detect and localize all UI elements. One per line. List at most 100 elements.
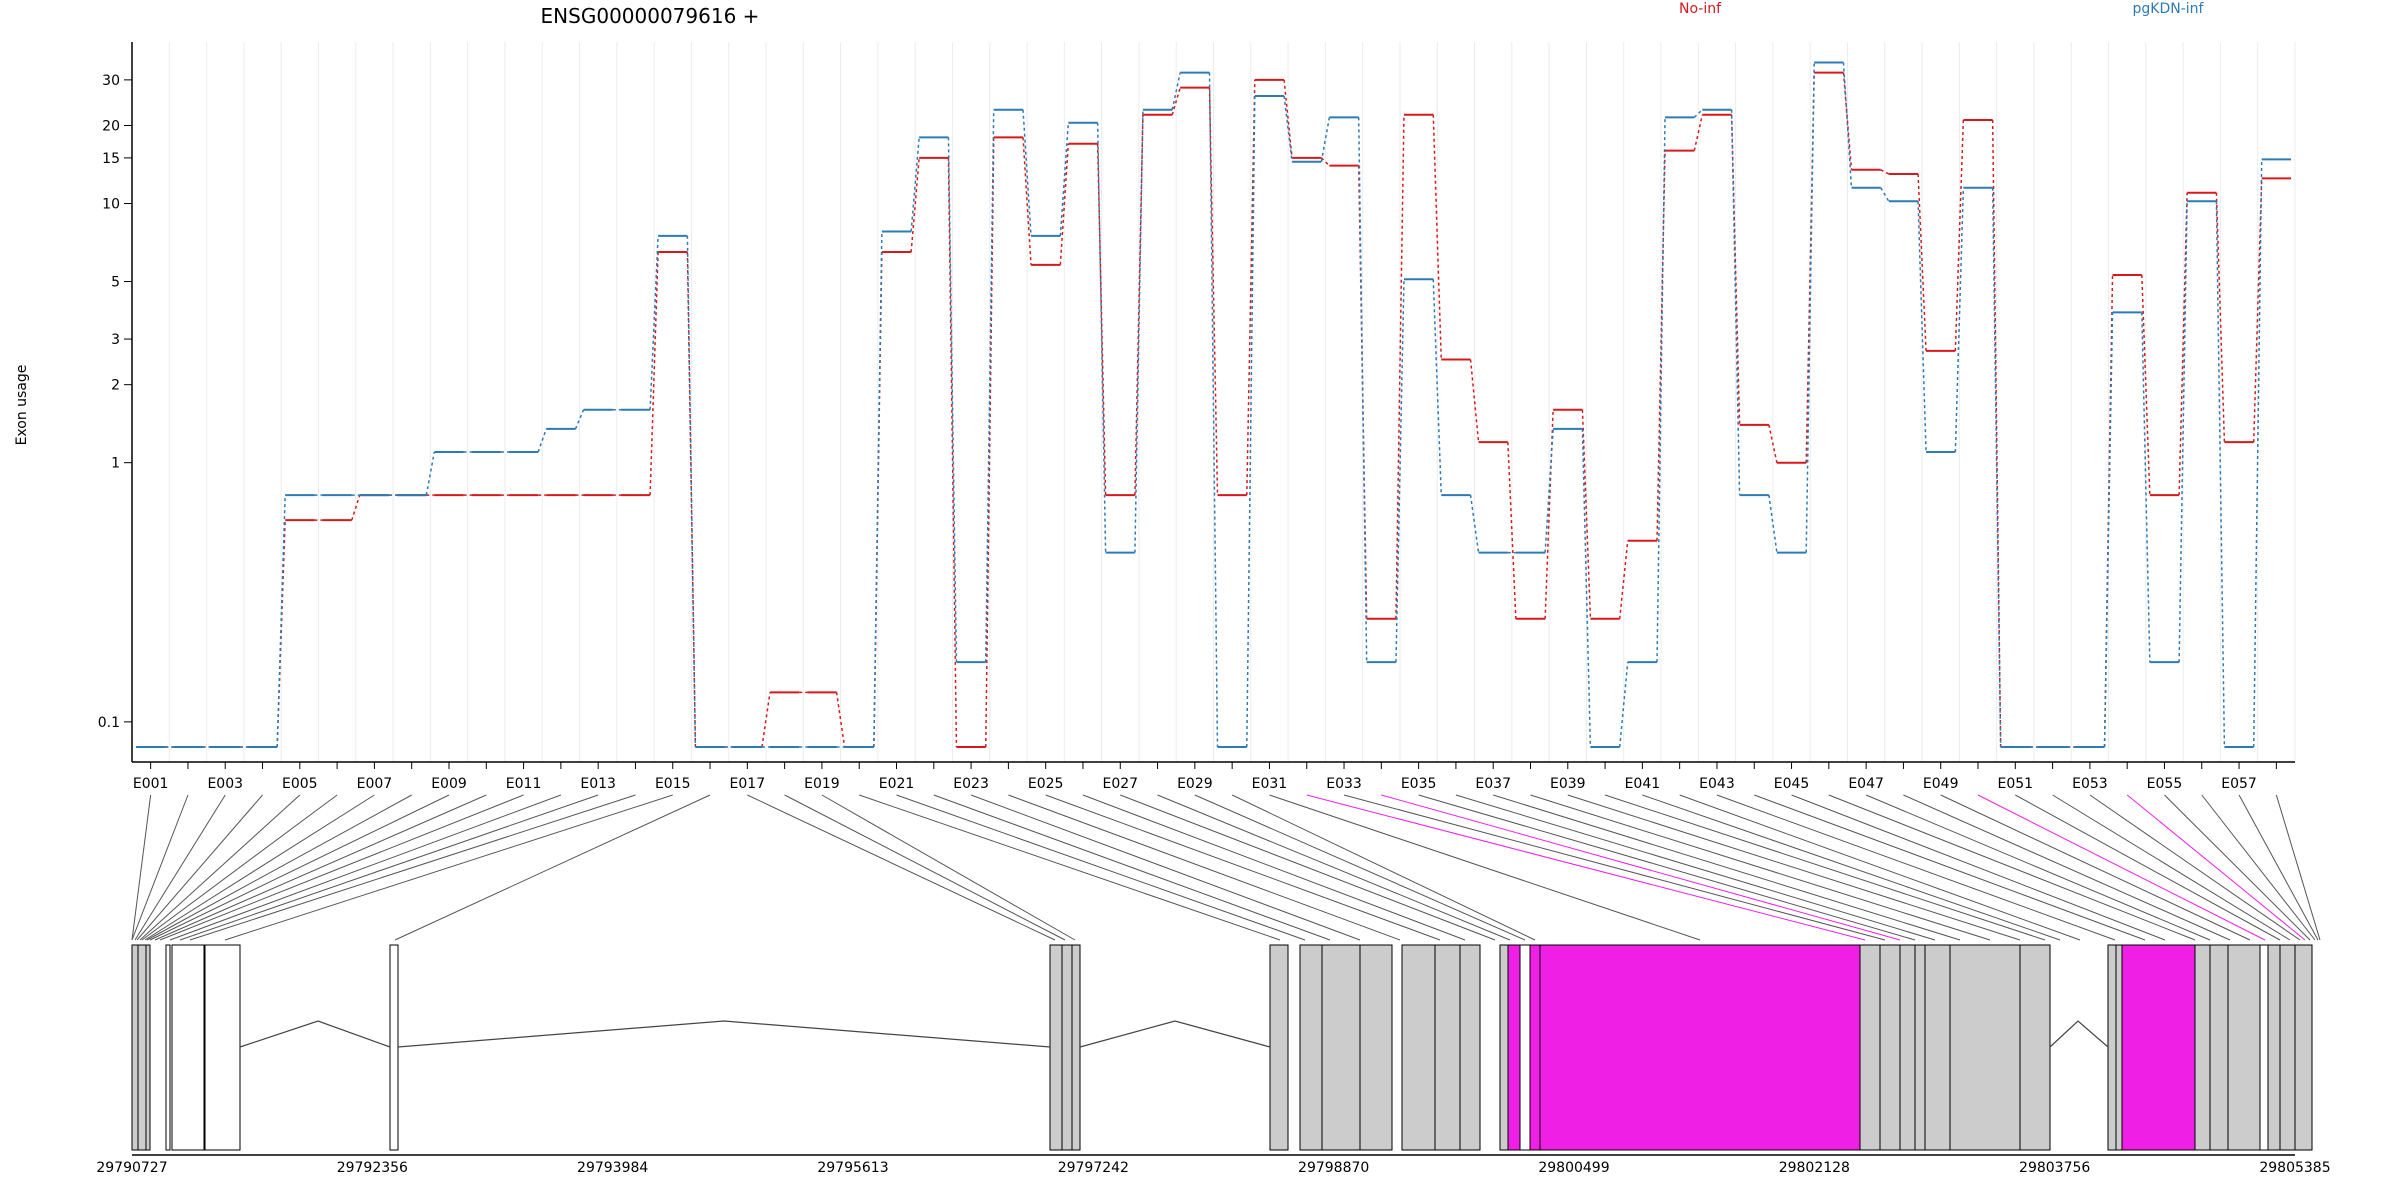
data-connector xyxy=(1357,117,1368,663)
exon-connector xyxy=(2052,794,2291,941)
x-tick-label: E025 xyxy=(1028,776,1064,792)
data-connector xyxy=(1768,494,1778,553)
exon-connector xyxy=(933,794,1331,941)
data-connector xyxy=(537,428,547,453)
x-tick-label: E005 xyxy=(282,776,318,792)
exon-box xyxy=(2194,944,2211,1151)
data-connector xyxy=(910,157,920,253)
exon-box xyxy=(2227,944,2261,1151)
data-connector xyxy=(1469,359,1480,443)
data-connector xyxy=(1618,662,1629,748)
exon-box xyxy=(2279,944,2296,1151)
exon-connector xyxy=(1194,794,1526,941)
exon-connector xyxy=(2275,794,2321,941)
exon-box xyxy=(1539,944,1861,1151)
data-connector xyxy=(2252,178,2263,443)
genomic-tick-label: 29793984 xyxy=(577,1160,648,1176)
exon-connector xyxy=(1716,794,2116,941)
exon-box xyxy=(2107,944,2117,1151)
x-tick-label: E035 xyxy=(1401,776,1437,792)
x-tick-label: E049 xyxy=(1923,776,1959,792)
data-connector xyxy=(351,494,361,521)
data-connector xyxy=(1805,62,1815,553)
x-tick-label: E051 xyxy=(1998,776,2034,792)
data-connector xyxy=(2141,274,2151,496)
x-tick-label: E015 xyxy=(655,776,691,792)
exon-box xyxy=(1949,944,2021,1151)
data-connector xyxy=(1880,169,1890,175)
data-connector xyxy=(1283,95,1293,162)
exon-box xyxy=(1529,944,1541,1151)
data-connector xyxy=(1208,87,1219,496)
exon-box xyxy=(1914,944,1926,1151)
exon-box xyxy=(1401,944,1436,1151)
exon-connector xyxy=(2126,794,2306,941)
data-connector xyxy=(1059,143,1070,265)
genomic-tick-label: 29802128 xyxy=(1779,1160,1850,1176)
y-tick-label: 1 xyxy=(111,456,120,472)
data-connector xyxy=(1134,109,1144,553)
x-tick-label: E057 xyxy=(2221,776,2257,792)
data-connector xyxy=(1581,428,1592,747)
exon-connector xyxy=(159,794,524,941)
data-connector xyxy=(649,251,659,496)
exon-connector xyxy=(1791,794,2166,941)
x-tick-label: E021 xyxy=(879,776,915,792)
data-connector xyxy=(1693,109,1703,118)
exon-connector xyxy=(136,794,263,941)
data-connector xyxy=(425,451,436,496)
data-connector xyxy=(1842,62,1853,188)
exon-connector xyxy=(2238,794,2319,941)
data-connector xyxy=(984,109,995,663)
data-connector xyxy=(1954,187,1965,452)
data-connector xyxy=(686,251,697,747)
legend-no-inf: No-inf xyxy=(1679,1,1722,17)
data-connector xyxy=(1581,409,1592,619)
exon-box xyxy=(1879,944,1901,1151)
genomic-tick-label: 29795613 xyxy=(817,1160,888,1176)
exon-connector xyxy=(1903,794,2231,941)
exon-box xyxy=(1049,944,1063,1151)
x-tick-label: E023 xyxy=(953,776,989,792)
exon-box xyxy=(1499,944,1509,1151)
data-connector xyxy=(1730,114,1741,425)
exon-connector xyxy=(1940,794,2251,941)
x-tick-label: E053 xyxy=(2072,776,2108,792)
exon-box xyxy=(1434,944,1461,1151)
exon-connector xyxy=(1008,794,1401,941)
x-tick-label: E047 xyxy=(1848,776,1884,792)
exon-box xyxy=(145,944,151,1151)
exon-box xyxy=(2294,944,2313,1151)
exon-box xyxy=(2267,944,2281,1151)
y-tick-label: 0.1 xyxy=(98,715,120,731)
y-tick-label: 20 xyxy=(102,119,120,135)
exon-connector xyxy=(1754,794,2146,941)
x-tick-label: E011 xyxy=(506,776,542,792)
data-connector xyxy=(1768,424,1778,463)
x-tick-label: E017 xyxy=(730,776,766,792)
data-connector xyxy=(2178,192,2188,496)
data-connector xyxy=(1618,540,1629,619)
genomic-tick-label: 29792356 xyxy=(337,1160,408,1176)
exon-connector xyxy=(224,794,673,941)
exon-connector xyxy=(1343,794,1886,941)
exon-box xyxy=(1071,944,1081,1151)
exon-box xyxy=(1299,944,1323,1151)
x-tick-label: E043 xyxy=(1699,776,1735,792)
exon-connector xyxy=(189,794,636,941)
data-connector xyxy=(1656,117,1666,663)
exon-connector xyxy=(169,794,562,941)
exon-connector xyxy=(1082,794,1466,941)
x-tick-label: E009 xyxy=(431,776,467,792)
exon-connector xyxy=(1418,794,1916,941)
exon-box xyxy=(2209,944,2229,1151)
series-pgkdn-inf xyxy=(136,61,2291,748)
data-connector xyxy=(1096,143,1107,496)
data-connector xyxy=(1991,120,2002,747)
genomic-tick-label: 29805385 xyxy=(2259,1160,2330,1176)
exon-connector xyxy=(1567,794,2021,941)
exon-box xyxy=(1359,944,1393,1151)
exon-box xyxy=(204,944,241,1151)
x-tick-label: E013 xyxy=(580,776,616,792)
exon-connector xyxy=(2201,794,2316,941)
